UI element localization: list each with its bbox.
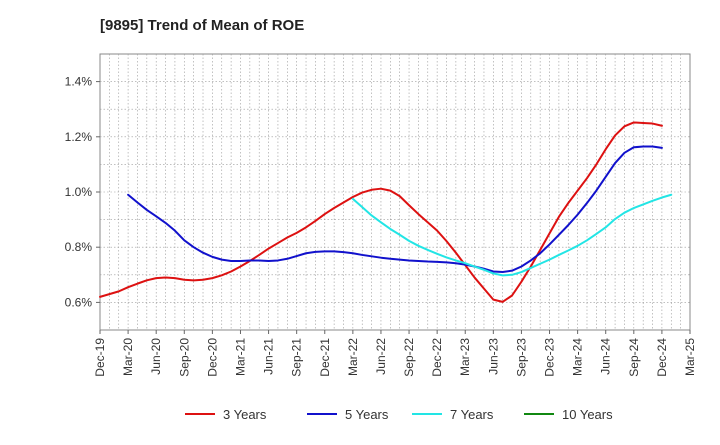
- x-tick-label: Mar-24: [571, 338, 585, 376]
- x-tick-label: Dec-22: [430, 338, 444, 377]
- y-tick-label: 0.8%: [65, 240, 93, 254]
- x-tick-label: Dec-23: [543, 338, 557, 377]
- x-tick-label: Dec-21: [318, 338, 332, 377]
- x-axis-ticks: Dec-19 Mar-20 Jun-20 Sep-20 Dec-20 Mar-21 Jun-…: [93, 330, 697, 377]
- y-tick-label: 1.4%: [65, 75, 93, 89]
- y-tick-label: 0.6%: [65, 295, 93, 309]
- y-tick-label: 1.0%: [65, 185, 93, 199]
- legend-label: 3 Years: [223, 407, 267, 422]
- series-line-3-years: [99, 121, 663, 303]
- legend-label: 10 Years: [562, 407, 613, 422]
- x-tick-label: Jun-20: [149, 338, 163, 375]
- x-tick-label: Jun-23: [486, 338, 500, 375]
- series-line-5-years: [127, 145, 663, 274]
- series-lines: [99, 121, 673, 303]
- x-tick-label: Mar-20: [121, 338, 135, 376]
- x-tick-label: Mar-23: [458, 338, 472, 376]
- x-tick-label: Dec-24: [655, 338, 669, 377]
- legend: 3 Years 5 Years 7 Years 10 Years: [185, 407, 613, 422]
- y-tick-label: 1.2%: [65, 130, 93, 144]
- x-tick-label: Mar-21: [233, 338, 247, 376]
- x-tick-label: Sep-20: [177, 338, 191, 377]
- x-tick-label: Jun-24: [599, 338, 613, 375]
- y-axis-ticks: 0.6% 0.8% 1.0% 1.2% 1.4%: [65, 75, 100, 309]
- x-tick-label: Dec-19: [93, 338, 107, 377]
- x-tick-label: Jun-22: [374, 338, 388, 375]
- x-tick-label: Jun-21: [262, 338, 276, 375]
- legend-label: 7 Years: [450, 407, 494, 422]
- x-tick-label: Sep-22: [402, 338, 416, 377]
- x-tick-label: Mar-22: [346, 338, 360, 376]
- horizontal-gridlines: [100, 81, 690, 303]
- x-tick-label: Sep-24: [627, 338, 641, 377]
- legend-label: 5 Years: [345, 407, 389, 422]
- x-tick-label: Mar-25: [683, 338, 697, 376]
- chart-title: [9895] Trend of Mean of ROE: [100, 17, 304, 34]
- x-tick-label: Sep-23: [514, 338, 528, 377]
- x-tick-label: Dec-20: [205, 338, 219, 377]
- x-tick-label: Sep-21: [290, 338, 304, 377]
- series-line-7-years: [351, 193, 673, 277]
